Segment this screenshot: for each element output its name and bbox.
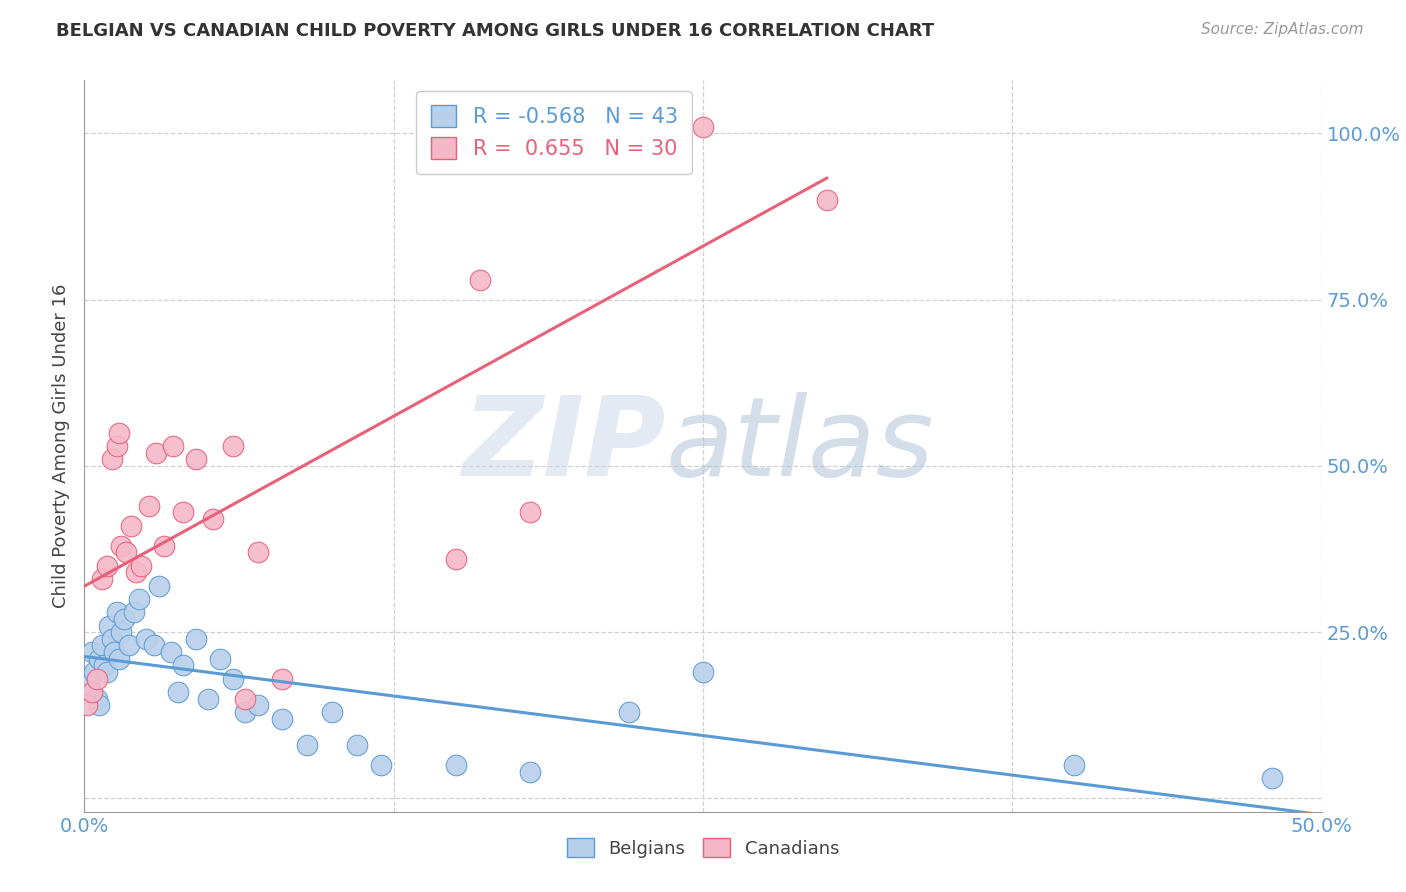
Point	[271, 712, 294, 726]
Point	[100, 632, 122, 646]
Point	[86, 691, 108, 706]
Point	[370, 758, 392, 772]
Point	[197, 691, 219, 706]
Point	[108, 425, 131, 440]
Point	[96, 665, 118, 679]
Point	[1063, 758, 1085, 772]
Point	[138, 499, 160, 513]
Point	[295, 738, 318, 752]
Point	[142, 639, 165, 653]
Point	[184, 632, 207, 646]
Point	[79, 678, 101, 692]
Point	[1261, 772, 1284, 786]
Point	[83, 665, 105, 679]
Point	[222, 672, 245, 686]
Point	[172, 506, 194, 520]
Point	[120, 518, 142, 533]
Point	[80, 685, 103, 699]
Point	[222, 439, 245, 453]
Point	[172, 658, 194, 673]
Point	[89, 698, 111, 713]
Point	[86, 672, 108, 686]
Point	[128, 591, 150, 606]
Point	[118, 639, 141, 653]
Point	[96, 558, 118, 573]
Point	[692, 120, 714, 134]
Text: Source: ZipAtlas.com: Source: ZipAtlas.com	[1201, 22, 1364, 37]
Point	[145, 445, 167, 459]
Point	[568, 133, 591, 147]
Point	[112, 612, 135, 626]
Point	[167, 685, 190, 699]
Point	[115, 545, 138, 559]
Point	[89, 652, 111, 666]
Legend: Belgians, Canadians: Belgians, Canadians	[560, 831, 846, 865]
Point	[122, 605, 145, 619]
Point	[160, 645, 183, 659]
Point	[246, 698, 269, 713]
Point	[98, 618, 121, 632]
Point	[125, 566, 148, 580]
Point	[90, 572, 112, 586]
Text: atlas: atlas	[666, 392, 935, 500]
Point	[209, 652, 232, 666]
Point	[444, 552, 467, 566]
Point	[135, 632, 157, 646]
Point	[103, 645, 125, 659]
Point	[105, 439, 128, 453]
Point	[162, 439, 184, 453]
Point	[271, 672, 294, 686]
Point	[76, 672, 98, 686]
Point	[110, 539, 132, 553]
Point	[184, 452, 207, 467]
Point	[246, 545, 269, 559]
Point	[90, 639, 112, 653]
Text: ZIP: ZIP	[463, 392, 666, 500]
Point	[444, 758, 467, 772]
Y-axis label: Child Poverty Among Girls Under 16: Child Poverty Among Girls Under 16	[52, 284, 70, 608]
Point	[346, 738, 368, 752]
Point	[617, 705, 640, 719]
Point	[519, 764, 541, 779]
Text: BELGIAN VS CANADIAN CHILD POVERTY AMONG GIRLS UNDER 16 CORRELATION CHART: BELGIAN VS CANADIAN CHILD POVERTY AMONG …	[56, 22, 935, 40]
Point	[202, 512, 225, 526]
Point	[519, 506, 541, 520]
Point	[148, 579, 170, 593]
Point	[233, 705, 256, 719]
Point	[692, 665, 714, 679]
Point	[93, 658, 115, 673]
Point	[233, 691, 256, 706]
Point	[110, 625, 132, 640]
Point	[321, 705, 343, 719]
Point	[152, 539, 174, 553]
Point	[815, 193, 838, 207]
Point	[100, 452, 122, 467]
Point	[80, 645, 103, 659]
Point	[105, 605, 128, 619]
Point	[76, 698, 98, 713]
Point	[129, 558, 152, 573]
Point	[470, 273, 492, 287]
Point	[108, 652, 131, 666]
